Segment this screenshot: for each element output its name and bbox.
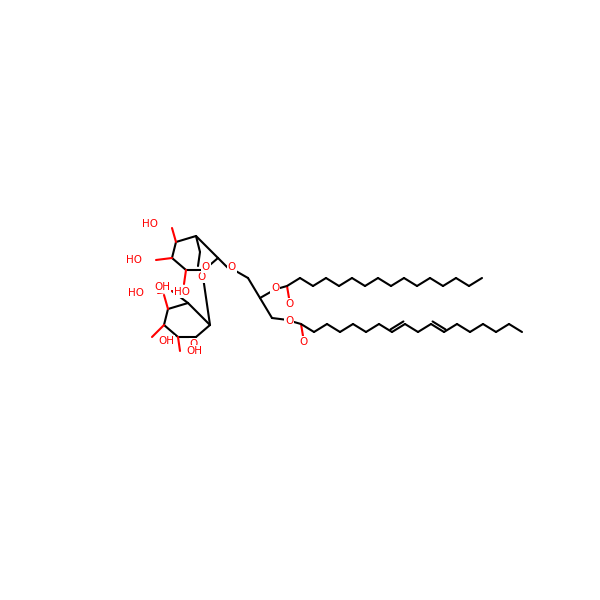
Text: OH: OH [158, 336, 174, 346]
Text: HO: HO [128, 288, 144, 298]
Text: HO: HO [142, 219, 158, 229]
Text: O: O [285, 316, 293, 326]
Text: HO: HO [126, 255, 142, 265]
Text: O: O [286, 299, 294, 309]
Text: OH: OH [154, 282, 170, 292]
Text: O: O [190, 339, 198, 349]
Text: O: O [198, 272, 206, 282]
Text: O: O [202, 262, 210, 272]
Text: HO: HO [174, 287, 190, 297]
Text: O: O [271, 283, 279, 293]
Text: O: O [228, 262, 236, 272]
Text: O: O [300, 337, 308, 347]
Text: OH: OH [186, 346, 202, 356]
